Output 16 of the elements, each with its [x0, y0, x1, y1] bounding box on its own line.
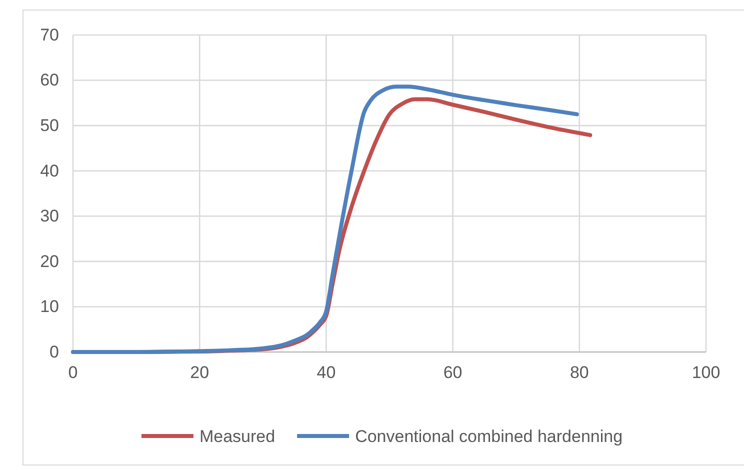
legend-label: Conventional combined hardenning	[355, 427, 623, 446]
x-tick-label: 80	[570, 363, 589, 382]
y-tick-label: 20	[40, 252, 59, 271]
y-tick-label: 70	[40, 25, 59, 44]
x-tick-label: 0	[68, 363, 78, 382]
y-tick-label: 0	[50, 342, 59, 362]
x-tick-label: 60	[443, 363, 462, 382]
x-tick-label: 20	[190, 363, 210, 382]
y-tick-label: 60	[40, 70, 59, 90]
x-tick-label: 100	[692, 363, 720, 382]
legend-label: Measured	[199, 427, 276, 446]
y-tick-label: 50	[40, 116, 59, 136]
y-tick-label: 10	[40, 297, 59, 316]
x-tick-label: 40	[316, 363, 336, 382]
y-tick-label: 40	[40, 161, 59, 180]
y-tick-label: 30	[40, 206, 59, 226]
